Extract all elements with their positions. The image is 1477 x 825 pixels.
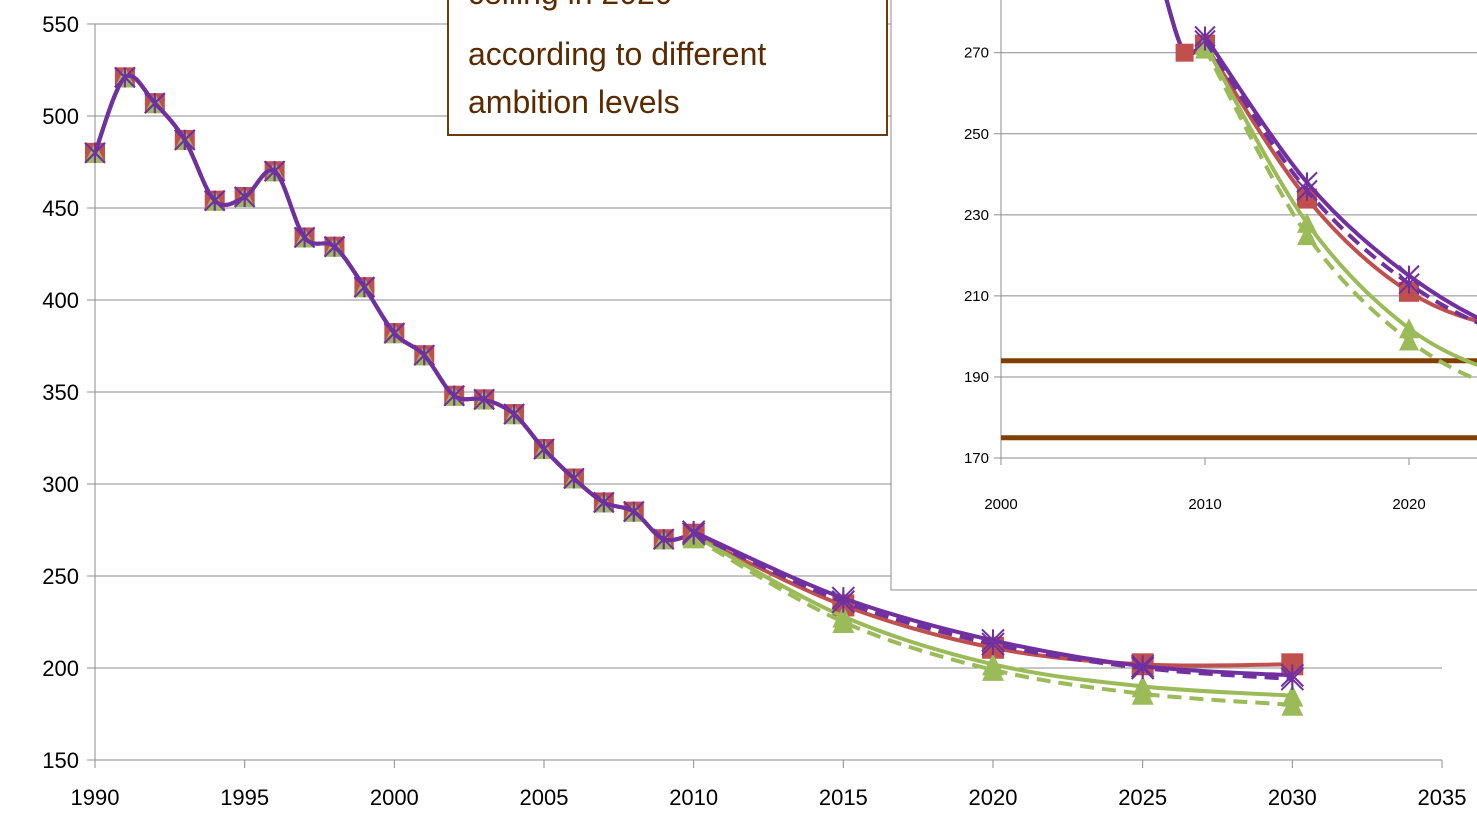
main-history-marker [293, 226, 316, 249]
main-history-marker [114, 66, 136, 89]
inset-series-line [1203, 43, 1477, 368]
main-x-tick-label: 2030 [1268, 785, 1317, 810]
inset-y-tick-label: 190 [964, 369, 989, 386]
main-history-marker [653, 528, 675, 550]
inset-y-tick-label: 270 [964, 45, 989, 62]
main-y-tick-label: 250 [42, 564, 79, 589]
main-series-marker [1280, 667, 1305, 691]
main-series-marker [982, 658, 1004, 681]
main-series-marker [1281, 693, 1304, 716]
main-history-marker [84, 142, 106, 164]
callout-box: ceiling in 2020 according to different a… [447, 0, 888, 136]
inset-series-marker [1398, 273, 1420, 295]
main-history-marker [593, 491, 615, 514]
main-x-tick-label: 2010 [669, 785, 718, 810]
main-x-tick-label: 2015 [819, 785, 868, 810]
inset-frame [890, 0, 1477, 591]
main-x-tick-label: 1990 [71, 785, 120, 810]
inset-series-marker [1194, 29, 1216, 52]
callout-line-1: ceiling in 2020 [468, 0, 673, 11]
main-y-tick-label: 350 [42, 380, 79, 405]
main-history-marker [263, 160, 286, 182]
main-x-tick-label: 2000 [370, 785, 419, 810]
inset-y-tick-label: 210 [964, 288, 989, 305]
main-y-tick-label: 400 [42, 288, 79, 313]
inset-series-marker [1296, 179, 1318, 202]
main-y-tick-label: 150 [42, 748, 79, 773]
main-history-marker [443, 384, 465, 407]
main-history-marker [353, 276, 376, 298]
main-series-marker [831, 590, 856, 614]
main-y-tick-label: 450 [42, 196, 79, 221]
inset-series-line [1203, 35, 1477, 320]
main-history-marker [323, 235, 346, 258]
main-series-marker [1130, 656, 1155, 680]
main-series-marker [681, 521, 706, 546]
callout-line-3: ambition levels [468, 84, 680, 120]
main-history-marker [623, 500, 645, 523]
main-history-marker [144, 92, 166, 114]
inset-chart: 170 190 210 230 250 270 2000 2010 2020 [890, 0, 1477, 591]
main-history-marker [563, 467, 585, 490]
callout-line-2: according to different [468, 36, 766, 72]
inset-history-marker [1175, 43, 1194, 62]
main-history-marker [204, 189, 226, 212]
inset-plot-area [1001, 0, 1477, 441]
inset-x-tick-label: 2000 [984, 496, 1017, 513]
inset-y-tick-label: 170 [964, 450, 989, 467]
main-y-tick-label: 300 [42, 472, 79, 497]
main-x-tick-label: 1995 [220, 785, 269, 810]
main-x-tick-label: 2035 [1418, 785, 1467, 810]
inset-series-line [1203, 47, 1477, 382]
main-history-marker [383, 322, 406, 344]
inset-series-marker [1399, 318, 1419, 339]
main-history-marker [174, 129, 196, 151]
main-history-marker [233, 186, 256, 208]
main-y-tick-label: 500 [42, 104, 79, 129]
inset-series-marker [1297, 225, 1317, 246]
inset-series-marker [1399, 330, 1419, 351]
main-x-tick-label: 2020 [969, 785, 1018, 810]
main-history-marker [503, 403, 525, 425]
main-series-line [692, 535, 1293, 707]
main-x-tick-label: 2005 [520, 785, 569, 810]
main-y-tick-label: 200 [42, 656, 79, 681]
callout-border [447, 0, 888, 136]
main-series-marker [832, 611, 855, 633]
inset-y-tick-label: 250 [964, 126, 989, 143]
main-history-marker [413, 344, 435, 366]
main-chart: 150 200 250 300 350 400 450 500 550 1990 1995 2000 2… [42, 12, 1466, 810]
main-y-tick-label: 550 [42, 12, 79, 37]
main-history-marker [473, 388, 495, 411]
inset-series-line [1203, 39, 1477, 325]
main-history-marker [533, 438, 555, 460]
main-x-tick-label: 2025 [1118, 785, 1167, 810]
inset-x-tick-label: 2020 [1392, 496, 1425, 513]
inset-y-tick-label: 230 [964, 207, 989, 224]
main-series-marker [981, 632, 1005, 656]
main-series-marker [1131, 682, 1154, 705]
inset-x-tick-label: 2010 [1188, 496, 1221, 513]
